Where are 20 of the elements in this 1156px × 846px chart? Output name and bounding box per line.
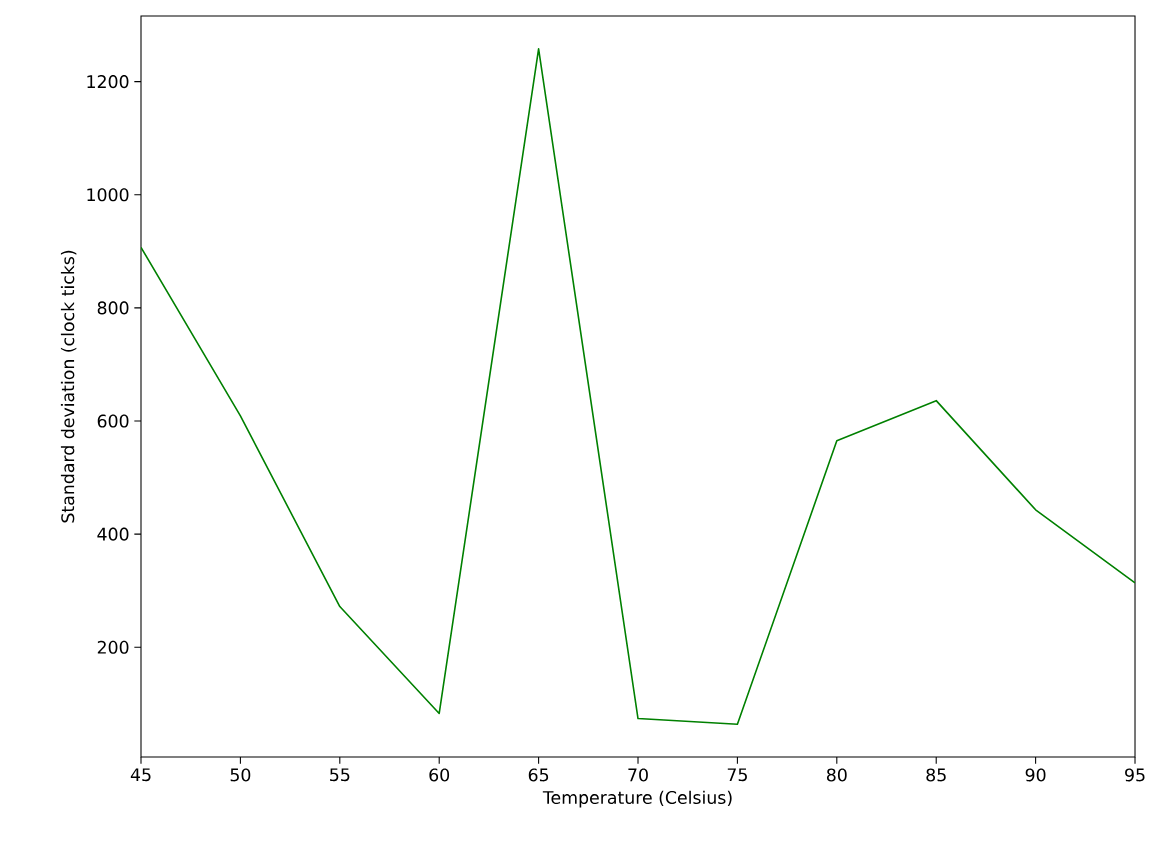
x-tick-label: 50	[230, 768, 251, 782]
line-series	[141, 48, 1136, 725]
x-tick-label: 60	[429, 768, 450, 782]
y-tick-label: 200	[97, 640, 129, 654]
y-tick-label: 400	[97, 527, 129, 541]
y-tick-label: 1000	[87, 188, 129, 202]
x-tick-label: 70	[628, 768, 648, 782]
x-tick-label: 85	[926, 768, 946, 782]
y-tick-label: 800	[97, 301, 129, 315]
y-tick-label: 600	[97, 414, 129, 428]
x-tick-label: 95	[1125, 768, 1145, 782]
x-tick-label: 55	[330, 768, 350, 782]
x-tick-label: 80	[826, 768, 847, 782]
x-tick-label: 45	[130, 768, 151, 782]
x-tick-label: 75	[727, 768, 747, 782]
x-tick-label: 65	[528, 768, 549, 782]
y-axis-title: Standard deviation (clock ticks)	[60, 250, 77, 523]
x-tick-label: 90	[1025, 768, 1046, 782]
x-axis-title: Temperature (Celsius)	[542, 790, 732, 808]
y-tick-label: 1200	[87, 75, 129, 89]
